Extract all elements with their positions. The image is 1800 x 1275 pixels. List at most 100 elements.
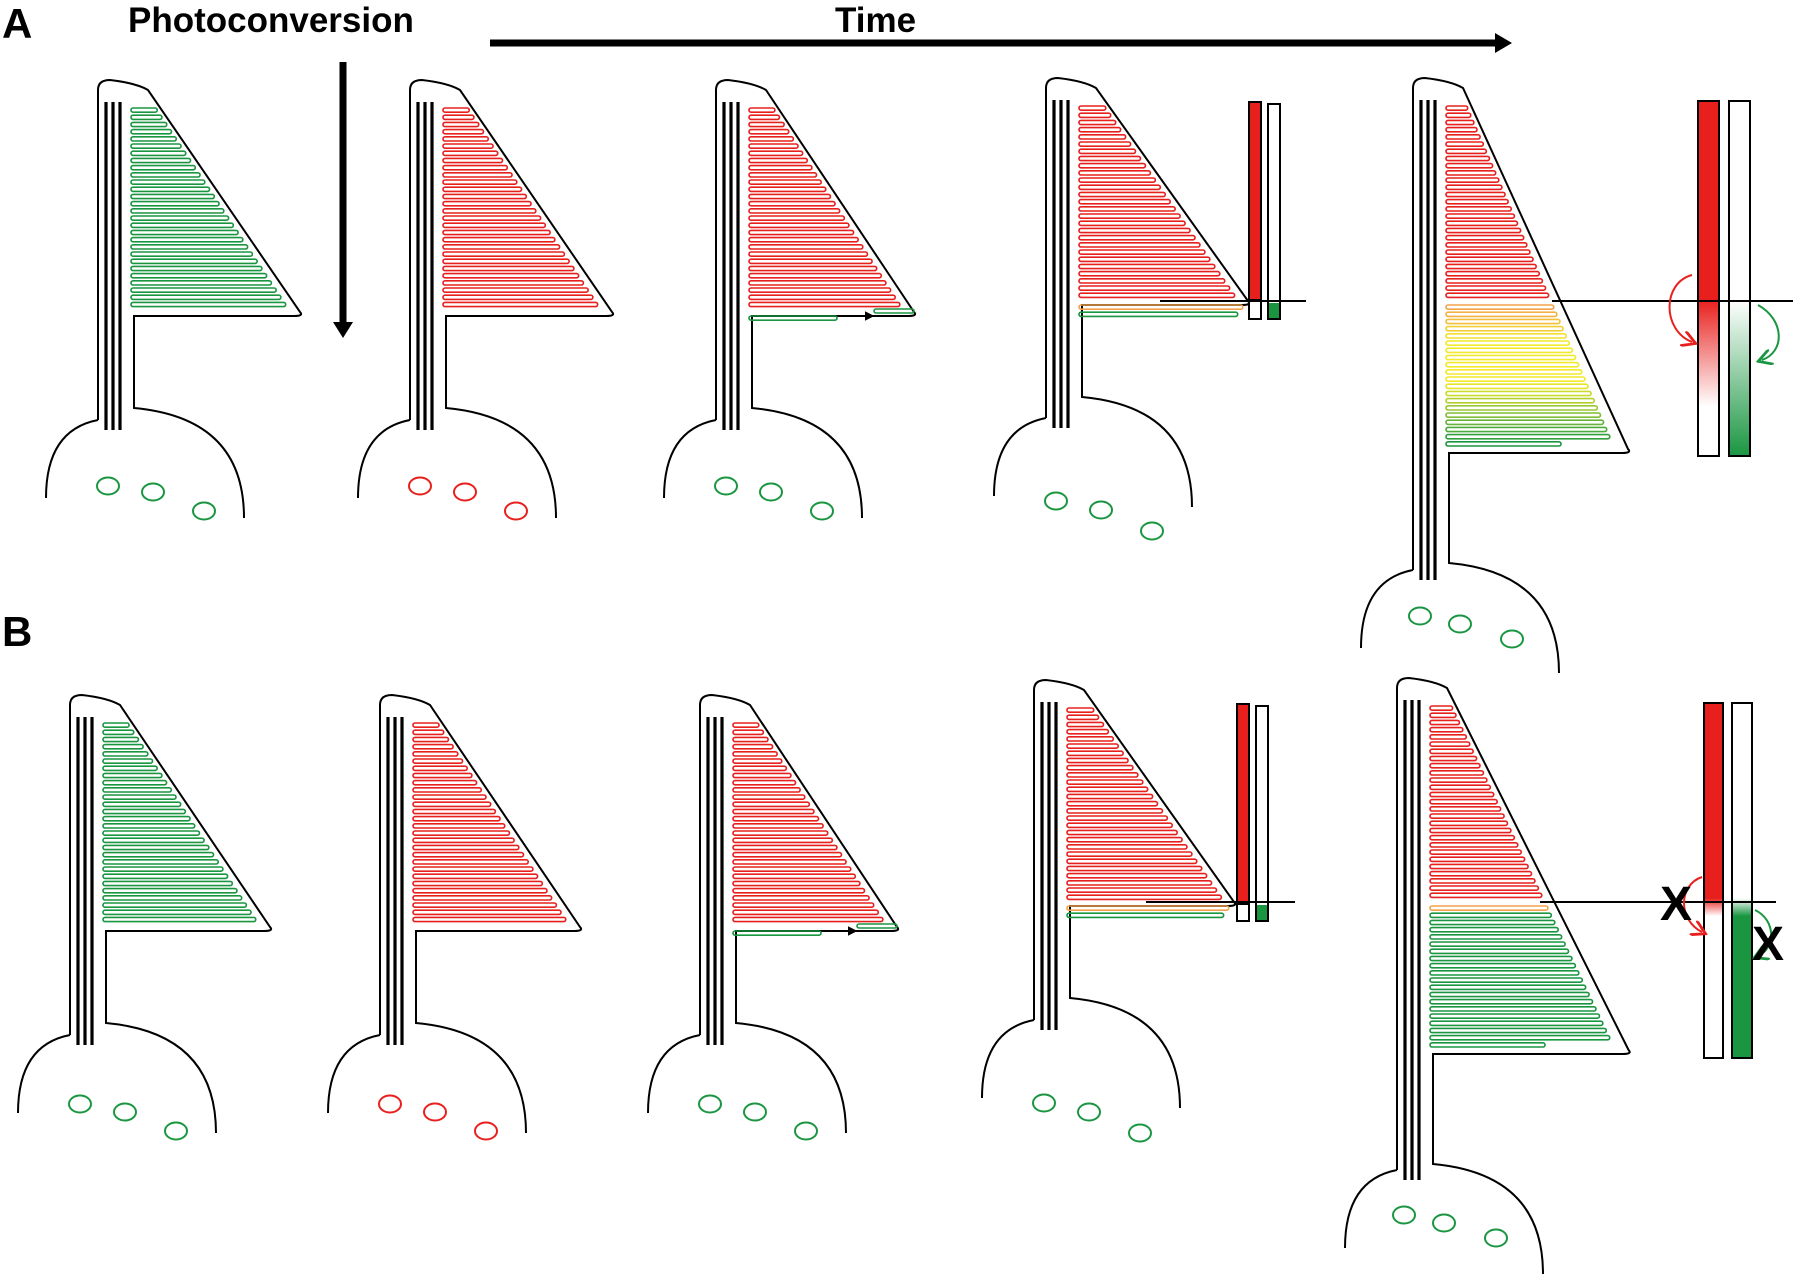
disc — [102, 736, 140, 743]
disc — [1066, 851, 1193, 857]
disc — [1078, 206, 1176, 212]
nucleus — [810, 501, 834, 521]
nucleus — [1044, 491, 1068, 511]
disc — [1066, 714, 1100, 721]
disc — [412, 916, 567, 923]
disc — [412, 772, 473, 779]
disc — [1078, 227, 1191, 234]
nucleus — [113, 1102, 137, 1122]
disc — [130, 258, 258, 265]
disc — [748, 287, 892, 293]
disc — [1445, 285, 1547, 291]
new-disc — [1429, 955, 1573, 962]
new-disc — [1429, 984, 1587, 991]
disc — [130, 179, 206, 185]
panel_b-cell-5 — [1344, 676, 1631, 1275]
disc — [1445, 227, 1522, 234]
new-disc — [1445, 383, 1589, 390]
blocked-red-mark: X — [1660, 878, 1692, 931]
new-disc — [1445, 354, 1577, 361]
disc — [1429, 885, 1540, 891]
nucleus — [1128, 1123, 1152, 1143]
disc — [412, 902, 558, 908]
time-label: Time — [835, 1, 916, 40]
disc — [130, 222, 235, 229]
disc — [412, 873, 539, 880]
nucleus — [192, 501, 216, 521]
cell-outline — [97, 78, 303, 519]
disc — [412, 822, 506, 829]
disc — [732, 866, 852, 872]
disc — [1429, 741, 1471, 747]
disc — [1445, 242, 1528, 248]
disc — [1078, 270, 1221, 277]
panel_b-cell-2 — [327, 693, 583, 1141]
disc — [442, 172, 513, 178]
disc — [732, 801, 811, 808]
disc — [102, 758, 154, 764]
disc — [1429, 892, 1543, 899]
disc — [748, 258, 873, 265]
disc — [412, 743, 454, 750]
disc — [748, 251, 869, 257]
green-signal-bar — [1728, 100, 1751, 457]
new-disc — [1066, 905, 1230, 911]
nucleus — [1140, 521, 1164, 541]
disc — [1429, 784, 1492, 791]
new-disc — [1429, 1013, 1601, 1019]
disc — [1066, 815, 1169, 821]
blocked-green-mark: X — [1752, 918, 1784, 971]
new-disc — [732, 930, 822, 936]
disc — [442, 215, 542, 221]
disc — [1066, 879, 1213, 886]
disc — [732, 772, 792, 779]
panel-a-stage5-bars — [1552, 100, 1793, 457]
new-disc — [1429, 926, 1560, 933]
disc — [732, 815, 820, 822]
disc — [1066, 836, 1183, 843]
nucleus — [1032, 1093, 1056, 1113]
disc — [102, 873, 229, 880]
new-disc — [1445, 404, 1599, 411]
disc — [442, 143, 494, 149]
disc — [1078, 155, 1142, 162]
cell-outline — [1033, 678, 1237, 1109]
disc — [1078, 105, 1107, 111]
new-disc — [1429, 948, 1570, 955]
new-disc — [1445, 311, 1558, 318]
new-disc — [1429, 969, 1580, 976]
green-diffusion-arrow — [1758, 304, 1780, 360]
disc — [748, 136, 795, 142]
nucleus — [794, 1121, 818, 1141]
disc — [1066, 829, 1178, 836]
disc — [1078, 126, 1122, 133]
disc — [1429, 863, 1529, 870]
disc — [1066, 865, 1203, 872]
disc — [130, 301, 287, 308]
disc — [1078, 112, 1112, 119]
new-disc — [1445, 347, 1574, 354]
new-disc — [1429, 1042, 1546, 1048]
disc — [130, 136, 178, 142]
disc — [442, 301, 599, 308]
disc — [130, 157, 192, 164]
disc — [1078, 184, 1162, 191]
disc — [442, 193, 528, 200]
disc — [442, 157, 504, 164]
cell-body-outline — [1360, 569, 1414, 649]
nucleus — [68, 1094, 92, 1114]
disc — [1066, 872, 1208, 879]
disc — [748, 222, 850, 229]
disc — [442, 179, 518, 185]
disc — [1429, 877, 1536, 884]
cell-outline — [69, 693, 273, 1134]
disc — [1078, 162, 1147, 169]
new-disc — [1445, 412, 1602, 418]
disc — [1066, 743, 1120, 749]
disc — [442, 136, 490, 142]
disc — [412, 808, 497, 815]
disc — [1078, 141, 1132, 147]
disc — [1429, 870, 1533, 877]
disc — [748, 179, 822, 185]
disc — [1066, 750, 1124, 757]
